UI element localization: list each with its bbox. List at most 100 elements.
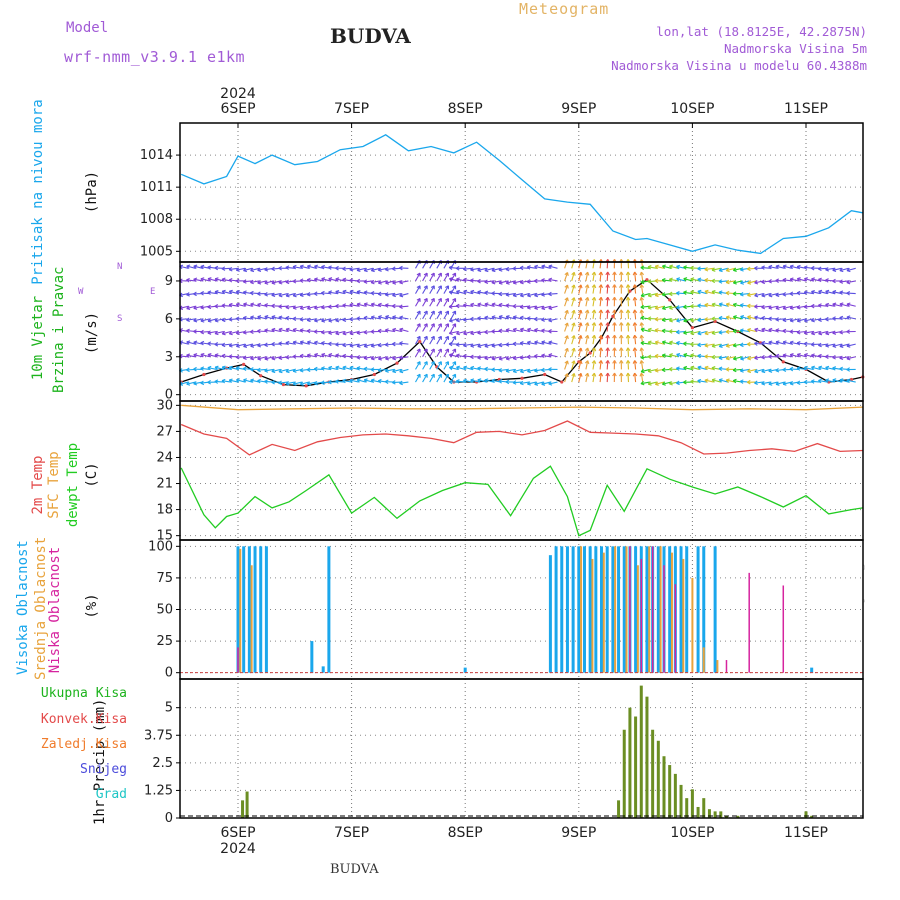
wind-arrow-head [605, 360, 609, 364]
wind-arrow-head [711, 367, 715, 371]
wind-arrow [747, 293, 757, 296]
wind-arrow-head [335, 344, 339, 347]
wind-arrow-head [625, 360, 629, 364]
wind-arrow-head [534, 265, 538, 270]
wind-arrow-head [740, 344, 744, 348]
wind-arrow-head [839, 368, 843, 372]
cloud-bar [725, 660, 728, 673]
wind-arrow-head [810, 380, 815, 384]
wind-arrow-head [775, 341, 779, 345]
wind-arrow-head [754, 342, 758, 346]
cloud-bar [565, 546, 569, 673]
wind-arrow [541, 265, 551, 269]
wind-arrow [307, 265, 317, 269]
wind-arrow [640, 347, 644, 357]
wind-speed-point [588, 351, 592, 355]
wind-arrow-head [228, 379, 233, 383]
wind-arrow [768, 341, 778, 345]
wind-arrow [328, 318, 338, 322]
wind-arrow-head [328, 367, 332, 371]
wind-arrow-head [271, 316, 275, 320]
wind-arrow-head [445, 335, 449, 339]
wind-arrow-head [236, 332, 240, 336]
wind-arrow-head [846, 369, 851, 372]
wind-arrow-head [416, 348, 421, 352]
wind-arrow-head [306, 279, 311, 283]
day-label-bottom: 9SEP [561, 825, 596, 841]
wind-arrow [571, 322, 575, 332]
wind-arrow [463, 330, 473, 335]
wind-arrow [328, 291, 338, 295]
wind-arrow-head [314, 383, 318, 386]
wind-arrow-head [307, 265, 311, 269]
wind-arrow-head [605, 309, 609, 314]
wind-arrow-head [796, 292, 801, 296]
wind-arrow-head [342, 304, 346, 308]
wind-arrow-head [228, 269, 233, 272]
wind-arrow [307, 305, 317, 310]
wind-arrow [592, 373, 595, 383]
wind-arrow [527, 293, 537, 297]
wind-arrow [726, 267, 736, 272]
wind-arrow [669, 305, 679, 309]
wind-speed-point [560, 380, 564, 384]
wind-arrow [818, 290, 828, 295]
wind-arrow [207, 367, 217, 370]
wind-arrow-head [349, 345, 354, 348]
cloud-bar [651, 546, 654, 673]
wind-arrow-head [271, 305, 275, 309]
wind-arrow [321, 367, 331, 370]
wind-arrow-head [632, 372, 636, 377]
wind-arrow-head [612, 334, 615, 339]
wind-arrow-head [342, 319, 347, 322]
wind-arrow-head [356, 379, 360, 383]
wind-arrow [683, 291, 693, 295]
wind-arrow-head [697, 355, 701, 359]
wind-arrow [711, 303, 721, 307]
wind-arrow-head [605, 347, 609, 351]
wind-arrow [585, 347, 589, 357]
cloud-bar [321, 666, 325, 673]
wind-arrow [690, 366, 700, 370]
wind-arrow [825, 343, 835, 347]
wind-arrow-head [639, 335, 642, 339]
wind-arrow-head [448, 267, 453, 270]
wind-arrow-head [416, 335, 421, 339]
wind-arrow-head [437, 272, 442, 276]
wind-arrow [443, 348, 449, 358]
wind-arrow-head [648, 295, 652, 298]
wind-arrow [704, 366, 714, 370]
wind-arrow-head [654, 265, 659, 270]
wind-arrow-head [505, 304, 510, 308]
wind-arrow [378, 330, 388, 333]
wind-arrow [385, 368, 395, 372]
wind-arrow [599, 309, 602, 319]
wind-arrow [450, 323, 456, 332]
wind-arrow-head [775, 307, 780, 311]
wind-arrow-head [384, 329, 389, 333]
wind-arrow-head [349, 379, 353, 383]
wind-arrow [207, 291, 217, 295]
wind-arrow-head [846, 316, 850, 320]
wind-arrow-head [564, 347, 568, 351]
wind-arrow [463, 290, 473, 295]
wind-arrow [349, 267, 359, 271]
wind-arrow-head [740, 269, 744, 272]
wind-arrow [548, 278, 558, 282]
wind-arrow-head [768, 295, 773, 298]
wind-arrow-head [818, 380, 822, 384]
wind-arrow-head [747, 282, 752, 285]
wind-arrow-head [612, 360, 615, 364]
cloud-bar [580, 546, 583, 673]
wind-arrow-head [452, 348, 456, 352]
wind-arrow-head [839, 345, 844, 348]
wind-arrow [662, 318, 672, 321]
wind-arrow-head [612, 347, 615, 352]
legend-snow: Snijeg [80, 762, 127, 777]
wind-arrow [527, 266, 537, 269]
temperature-y-tick-label: 24 [156, 450, 173, 465]
wind-arrow-head [598, 284, 602, 288]
wind-arrow-head [321, 342, 325, 346]
wind-arrow [449, 366, 459, 370]
wind-arrow [697, 366, 707, 370]
